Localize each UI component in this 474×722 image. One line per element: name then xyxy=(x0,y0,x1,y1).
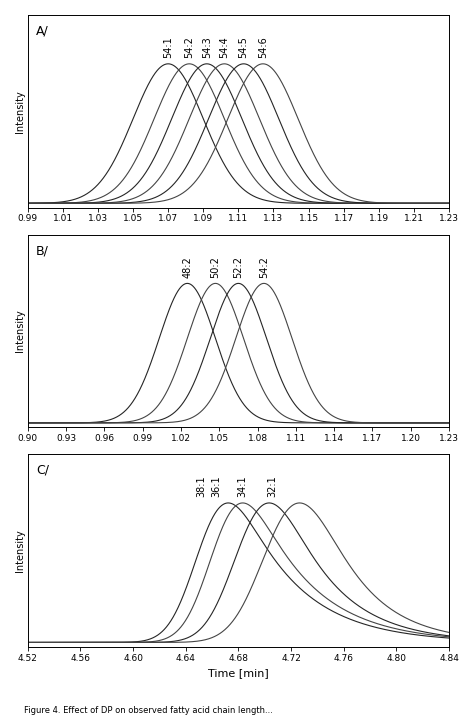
Text: 54:1: 54:1 xyxy=(163,37,173,58)
Text: 54:6: 54:6 xyxy=(258,37,268,58)
Text: C/: C/ xyxy=(36,464,49,477)
Text: 34:1: 34:1 xyxy=(237,476,247,497)
Text: 52:2: 52:2 xyxy=(233,256,243,278)
X-axis label: Time [min]: Time [min] xyxy=(208,668,269,678)
Text: 32:1: 32:1 xyxy=(268,476,278,497)
Text: A/: A/ xyxy=(36,25,49,38)
Text: Figure 4. Effect of DP on observed fatty acid chain length...: Figure 4. Effect of DP on observed fatty… xyxy=(24,706,273,715)
Text: B/: B/ xyxy=(36,244,49,257)
Y-axis label: Intensity: Intensity xyxy=(15,310,25,352)
Text: 48:2: 48:2 xyxy=(182,256,192,278)
Text: 54:5: 54:5 xyxy=(238,36,249,58)
Y-axis label: Intensity: Intensity xyxy=(15,90,25,133)
Text: 38:1: 38:1 xyxy=(197,476,207,497)
Text: 54:2: 54:2 xyxy=(259,256,269,278)
Text: 54:4: 54:4 xyxy=(219,37,229,58)
Text: 50:2: 50:2 xyxy=(210,256,220,278)
Text: 54:3: 54:3 xyxy=(202,37,212,58)
Y-axis label: Intensity: Intensity xyxy=(15,529,25,572)
Text: 36:1: 36:1 xyxy=(211,476,221,497)
Text: 54:2: 54:2 xyxy=(184,36,194,58)
